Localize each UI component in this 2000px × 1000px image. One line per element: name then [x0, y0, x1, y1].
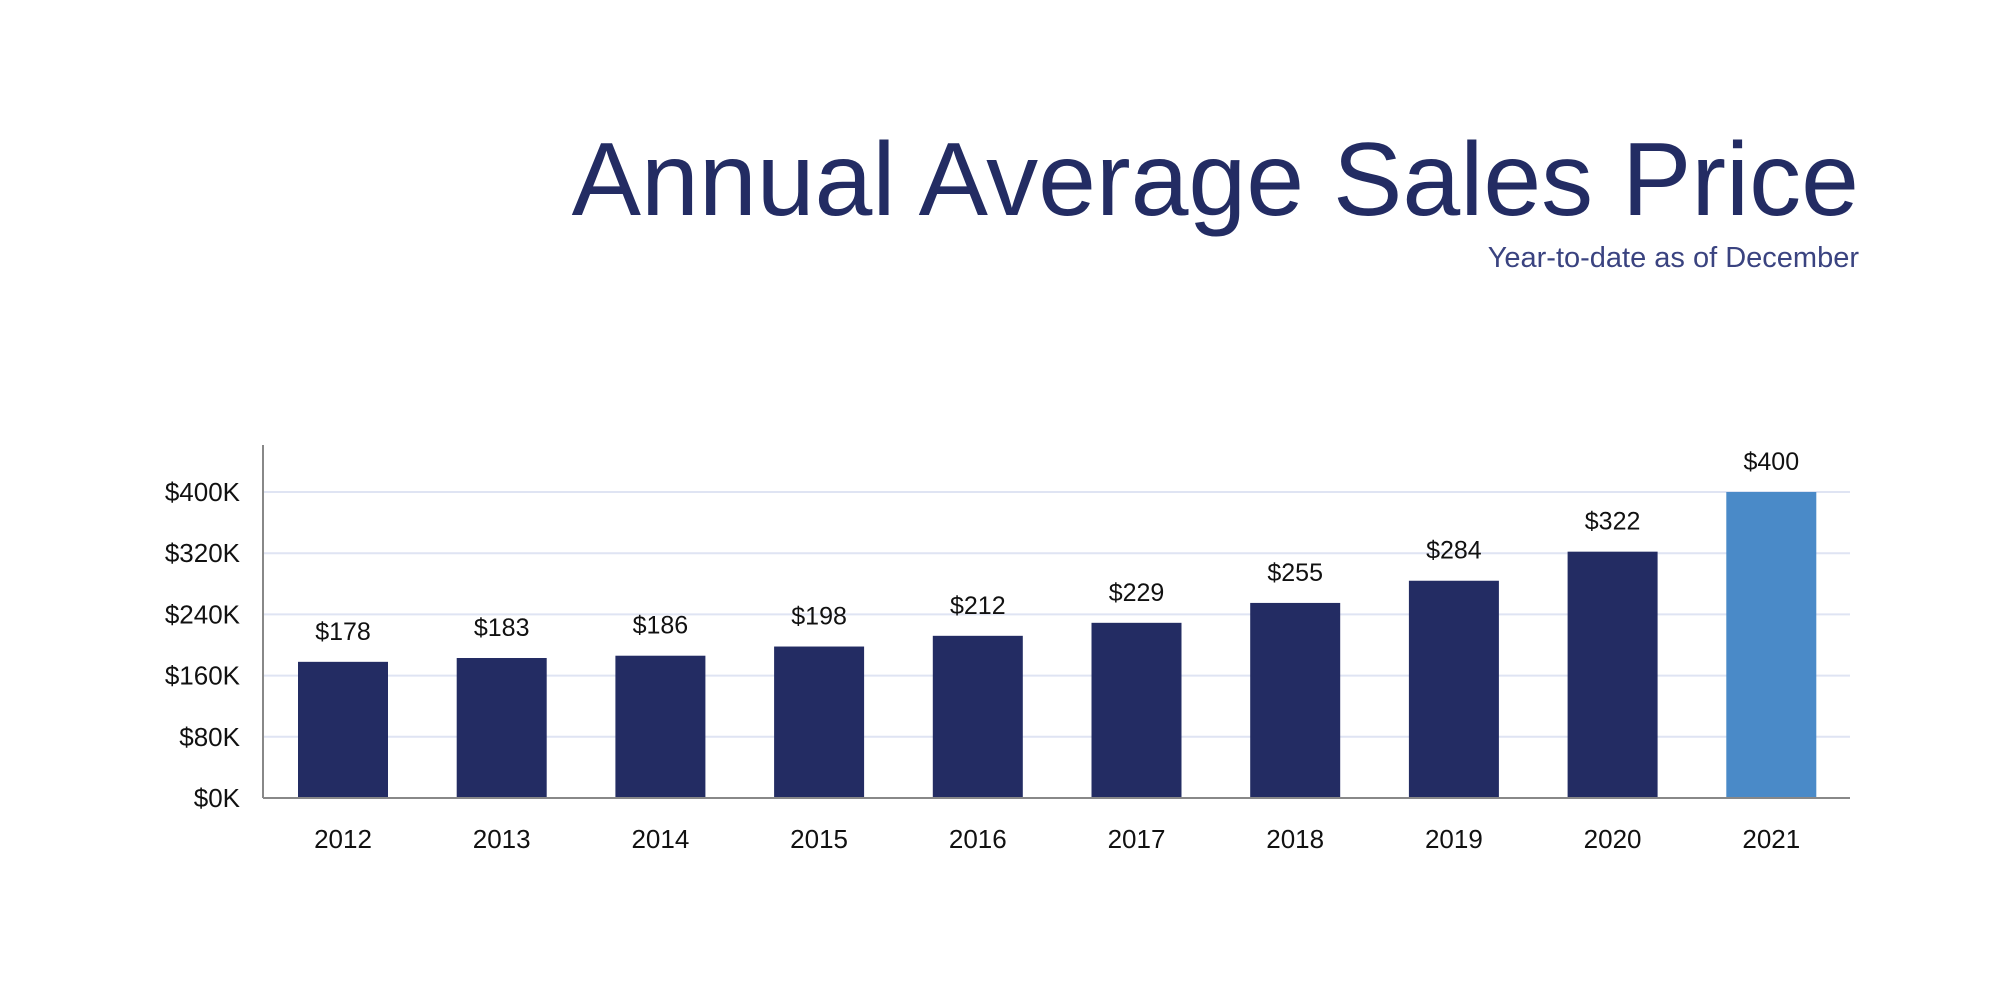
y-tick-label: $320K [165, 538, 241, 568]
x-tick-label: 2020 [1584, 824, 1642, 854]
y-tick-label: $80K [179, 722, 240, 752]
x-tick-label: 2012 [314, 824, 372, 854]
chart-title: Annual Average Sales Price [571, 122, 1859, 238]
bar [1567, 551, 1658, 798]
x-tick-label: 2021 [1742, 824, 1800, 854]
bar [1091, 622, 1182, 798]
bar [1726, 492, 1817, 798]
x-tick-label: 2017 [1108, 824, 1166, 854]
data-label: $322 [1585, 508, 1641, 536]
bar [1250, 602, 1341, 798]
bar [1408, 580, 1499, 798]
y-tick-label: $0K [194, 783, 241, 813]
y-tick-label: $240K [165, 599, 241, 629]
bar [298, 661, 388, 798]
x-tick-label: 2015 [790, 824, 848, 854]
data-label: $400 [1743, 448, 1799, 476]
x-tick-label: 2014 [631, 824, 689, 854]
chart-subtitle: Year-to-date as of December [1487, 242, 1859, 274]
x-tick-label: 2018 [1266, 824, 1324, 854]
y-tick-label: $400K [165, 477, 241, 507]
data-label: $284 [1426, 537, 1482, 565]
x-tick-label: 2019 [1425, 824, 1483, 854]
data-label: $186 [633, 612, 689, 640]
data-label: $183 [474, 614, 530, 642]
y-tick-label: $160K [165, 661, 241, 691]
x-tick-label: 2013 [473, 824, 531, 854]
bar [774, 646, 865, 798]
data-label: $229 [1109, 579, 1165, 607]
data-label: $178 [315, 618, 371, 646]
data-label: $198 [791, 603, 847, 631]
bar [932, 635, 1023, 798]
data-label: $212 [950, 592, 1006, 620]
x-tick-label: 2016 [949, 824, 1007, 854]
data-label: $255 [1267, 559, 1323, 587]
bar [456, 658, 547, 798]
bar [615, 655, 706, 798]
